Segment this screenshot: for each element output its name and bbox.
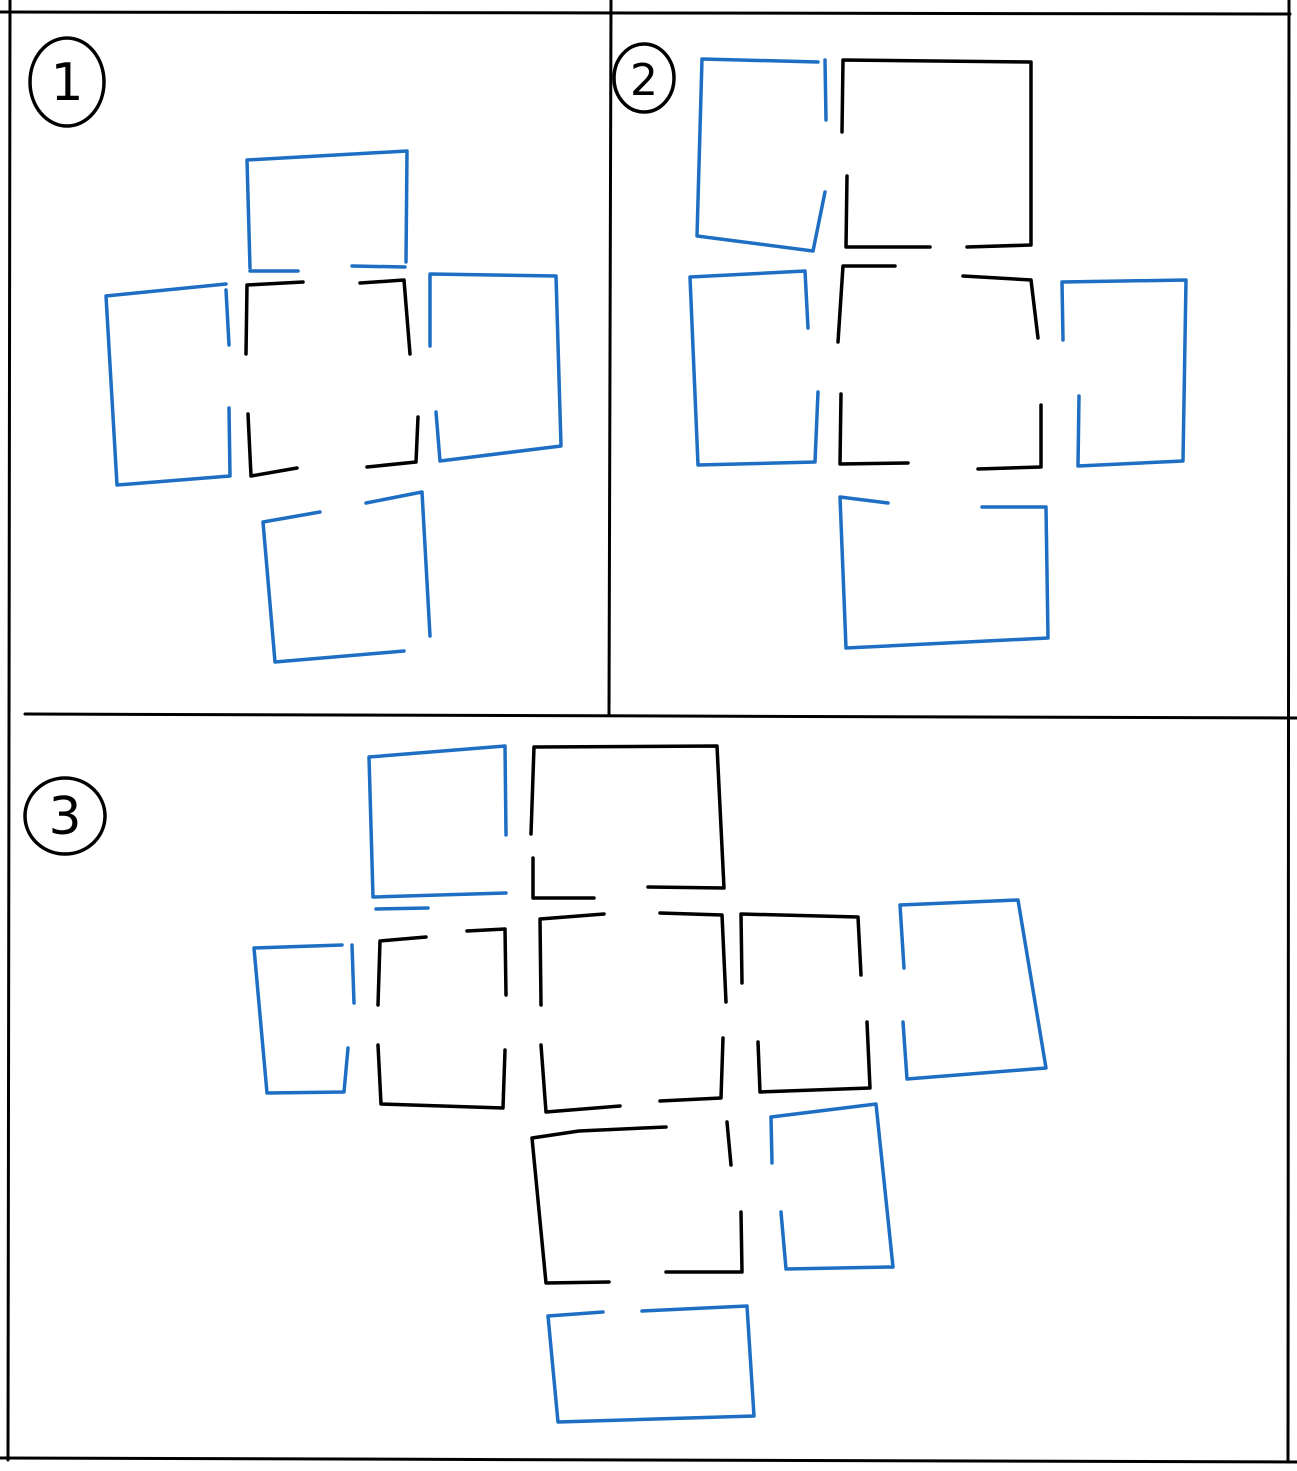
- p3-top-blue-square: [367, 744, 508, 899]
- p3-black-right-square-bottom: [756, 1020, 872, 1094]
- label-circle-3: [23, 776, 107, 856]
- p3-black-center-square-right: [658, 911, 728, 1004]
- grid-left-border: [6, 0, 12, 1462]
- p2-top-black-square-bottom: [844, 174, 932, 249]
- p3-black-lower-square-bottom: [664, 1210, 744, 1274]
- p2-top-black-square-left: [840, 58, 1033, 249]
- p3-top-black-square: [529, 744, 726, 890]
- p1-black-bottom-right-corner: [365, 415, 420, 469]
- panel-3-shapes: [252, 744, 1048, 1424]
- p3-far-right-blue-square: [898, 898, 1048, 1081]
- p3-lower-right-blue-square: [769, 1102, 895, 1271]
- label-circle-2: [612, 42, 676, 114]
- p2-mid-left-blue-square: [688, 269, 820, 467]
- p2-top-left-blue-tick: [823, 58, 828, 122]
- panel-label-3: 3: [23, 776, 107, 856]
- grid-right-border: [1286, 0, 1291, 1462]
- p3-black-left-square-top: [376, 935, 428, 1007]
- grid-bottom-border: [0, 1456, 1297, 1464]
- p2-black-bottom-right-corner: [976, 403, 1043, 471]
- p1-black-top-left-corner: [244, 280, 305, 356]
- p1-bottom-blue-square: [261, 510, 406, 664]
- panel-1-shapes: [104, 149, 563, 664]
- panel-label-1: 1: [28, 36, 106, 128]
- p1-bottom-blue-right: [364, 490, 432, 638]
- p3-top-blue-gap: [374, 906, 430, 911]
- p2-right-blue-square: [1060, 278, 1188, 468]
- grid-horizontal-divider: [23, 712, 1297, 720]
- p3-black-center-square-top: [538, 912, 606, 1007]
- p2-bottom-blue-square: [838, 495, 1050, 650]
- label-number-1: 1: [50, 53, 83, 113]
- p3-black-left-square-bottom: [376, 1043, 507, 1110]
- grid-top-border: [0, 10, 1292, 16]
- p3-left-blue-square: [252, 943, 350, 1095]
- p3-left-blue-tick: [350, 943, 356, 1005]
- p2-black-top-left-corner: [836, 264, 897, 344]
- p3-black-center-square-bottom: [539, 1043, 622, 1114]
- label-number-2: 2: [630, 55, 658, 106]
- p2-top-left-blue-square: [695, 57, 827, 253]
- p3-top-black-square-bottom: [531, 856, 596, 900]
- p1-top-blue-square: [245, 149, 409, 270]
- p1-black-bottom-left-corner: [246, 412, 299, 478]
- grid-vertical-divider: [607, 0, 613, 716]
- panel-label-2: 2: [612, 42, 676, 114]
- p3-black-left-square-right: [465, 927, 508, 997]
- p1-top-blue-gap-right: [350, 264, 407, 269]
- p1-right-blue-square: [428, 272, 563, 463]
- p3-bottom-blue-square: [546, 1304, 756, 1424]
- p3-black-center-square-br: [658, 1036, 725, 1103]
- p3-black-right-square-top: [739, 912, 863, 985]
- label-circle-1: [28, 36, 106, 128]
- p1-left-blue-tick: [224, 288, 231, 347]
- p1-black-top-right-corner: [358, 278, 412, 356]
- label-number-3: 3: [48, 787, 81, 847]
- p1-left-blue-square: [104, 282, 232, 487]
- p3-black-lower-square-left: [530, 1125, 668, 1285]
- panel-2-shapes: [688, 57, 1188, 650]
- p2-black-bottom-left-corner: [838, 392, 910, 466]
- p2-black-top-right-corner: [961, 274, 1040, 340]
- p3-black-lower-square-right: [725, 1120, 733, 1167]
